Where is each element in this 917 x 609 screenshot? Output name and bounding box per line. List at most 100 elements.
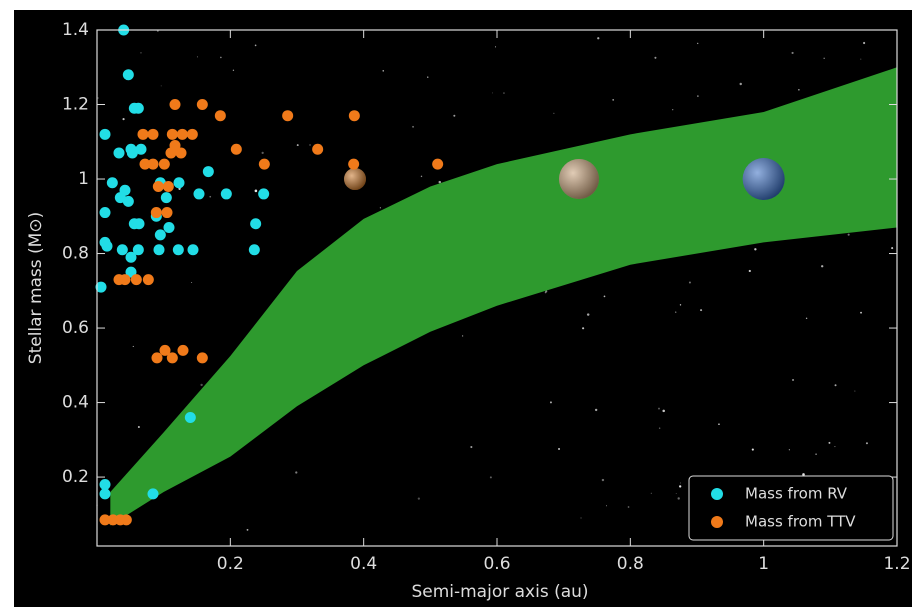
- data-point: [258, 188, 270, 200]
- data-point: [196, 352, 208, 364]
- star: [658, 427, 661, 429]
- star: [200, 383, 203, 387]
- star: [296, 144, 299, 147]
- star: [847, 233, 850, 236]
- star: [718, 423, 720, 425]
- star: [748, 269, 751, 273]
- star: [650, 492, 652, 494]
- star: [805, 317, 808, 320]
- data-point: [432, 158, 444, 170]
- data-point: [122, 195, 134, 207]
- star: [863, 41, 866, 45]
- star: [379, 207, 381, 209]
- star: [453, 114, 456, 117]
- star: [97, 97, 99, 99]
- data-point: [166, 352, 178, 364]
- data-point: [184, 411, 196, 423]
- data-point: [348, 110, 360, 122]
- data-point: [214, 110, 226, 122]
- star: [412, 125, 414, 128]
- legend-marker: [711, 488, 723, 500]
- star: [549, 401, 552, 404]
- star: [132, 345, 134, 348]
- star: [295, 471, 298, 474]
- data-point: [99, 479, 111, 491]
- star: [891, 247, 894, 250]
- star: [503, 92, 505, 94]
- data-point: [176, 128, 188, 140]
- data-point: [165, 147, 177, 159]
- star: [700, 309, 703, 312]
- star: [545, 290, 548, 293]
- star: [553, 112, 555, 114]
- x-tick-label: 0.6: [483, 554, 510, 574]
- y-tick-label: 0.8: [62, 244, 89, 264]
- data-point: [173, 177, 185, 189]
- data-point: [139, 158, 151, 170]
- data-point: [152, 180, 164, 192]
- star: [802, 473, 805, 476]
- star: [672, 109, 674, 111]
- legend-label: Mass from TTV: [745, 513, 856, 531]
- star: [140, 52, 142, 54]
- data-point: [162, 180, 174, 192]
- star: [834, 446, 836, 448]
- star: [662, 409, 665, 413]
- plot-layer: 0.2 0.4 0.6 0.8 1 1.2 0.2 0.4 0.6 0.8 1 1.2 1.4 Mass …: [62, 20, 911, 574]
- star: [739, 82, 742, 86]
- data-point: [187, 244, 199, 256]
- data-point: [169, 99, 181, 111]
- star: [860, 58, 862, 60]
- star: [865, 442, 868, 445]
- x-tick-label: 0.4: [350, 554, 377, 574]
- data-point: [154, 229, 166, 241]
- star: [675, 493, 677, 494]
- y-tick-label: 1.2: [62, 95, 89, 115]
- data-point: [130, 274, 142, 286]
- y-tick-label: 0.6: [62, 318, 89, 338]
- data-point: [151, 352, 163, 364]
- data-point: [135, 143, 147, 155]
- star: [209, 195, 212, 198]
- star: [854, 390, 856, 392]
- star: [382, 70, 384, 72]
- data-point: [258, 158, 270, 170]
- star: [160, 85, 162, 87]
- y-tick-label: 1.4: [62, 20, 89, 40]
- star: [603, 295, 606, 298]
- star: [254, 44, 257, 47]
- planet-shade: [742, 158, 785, 201]
- data-point: [177, 344, 189, 356]
- star: [597, 37, 600, 40]
- star: [601, 478, 605, 482]
- star: [417, 497, 420, 500]
- star: [675, 311, 677, 313]
- star: [492, 92, 494, 94]
- legend-label: Mass from RV: [745, 485, 848, 503]
- data-point: [133, 218, 145, 230]
- star: [798, 89, 800, 91]
- star: [261, 151, 264, 155]
- star: [828, 441, 831, 444]
- data-point: [147, 128, 159, 140]
- star: [196, 56, 198, 58]
- data-point: [147, 488, 159, 500]
- star: [580, 517, 582, 519]
- data-point: [282, 110, 294, 122]
- x-tick-label: 1: [758, 554, 769, 574]
- star: [232, 69, 235, 71]
- star: [791, 51, 794, 55]
- data-point: [137, 128, 149, 140]
- star: [688, 281, 691, 284]
- star: [697, 95, 699, 97]
- star: [438, 180, 442, 184]
- data-point: [120, 514, 132, 526]
- data-point: [163, 221, 175, 233]
- star: [754, 248, 757, 251]
- data-point: [99, 514, 111, 526]
- star: [246, 528, 249, 531]
- star: [860, 311, 862, 314]
- data-point: [166, 128, 178, 140]
